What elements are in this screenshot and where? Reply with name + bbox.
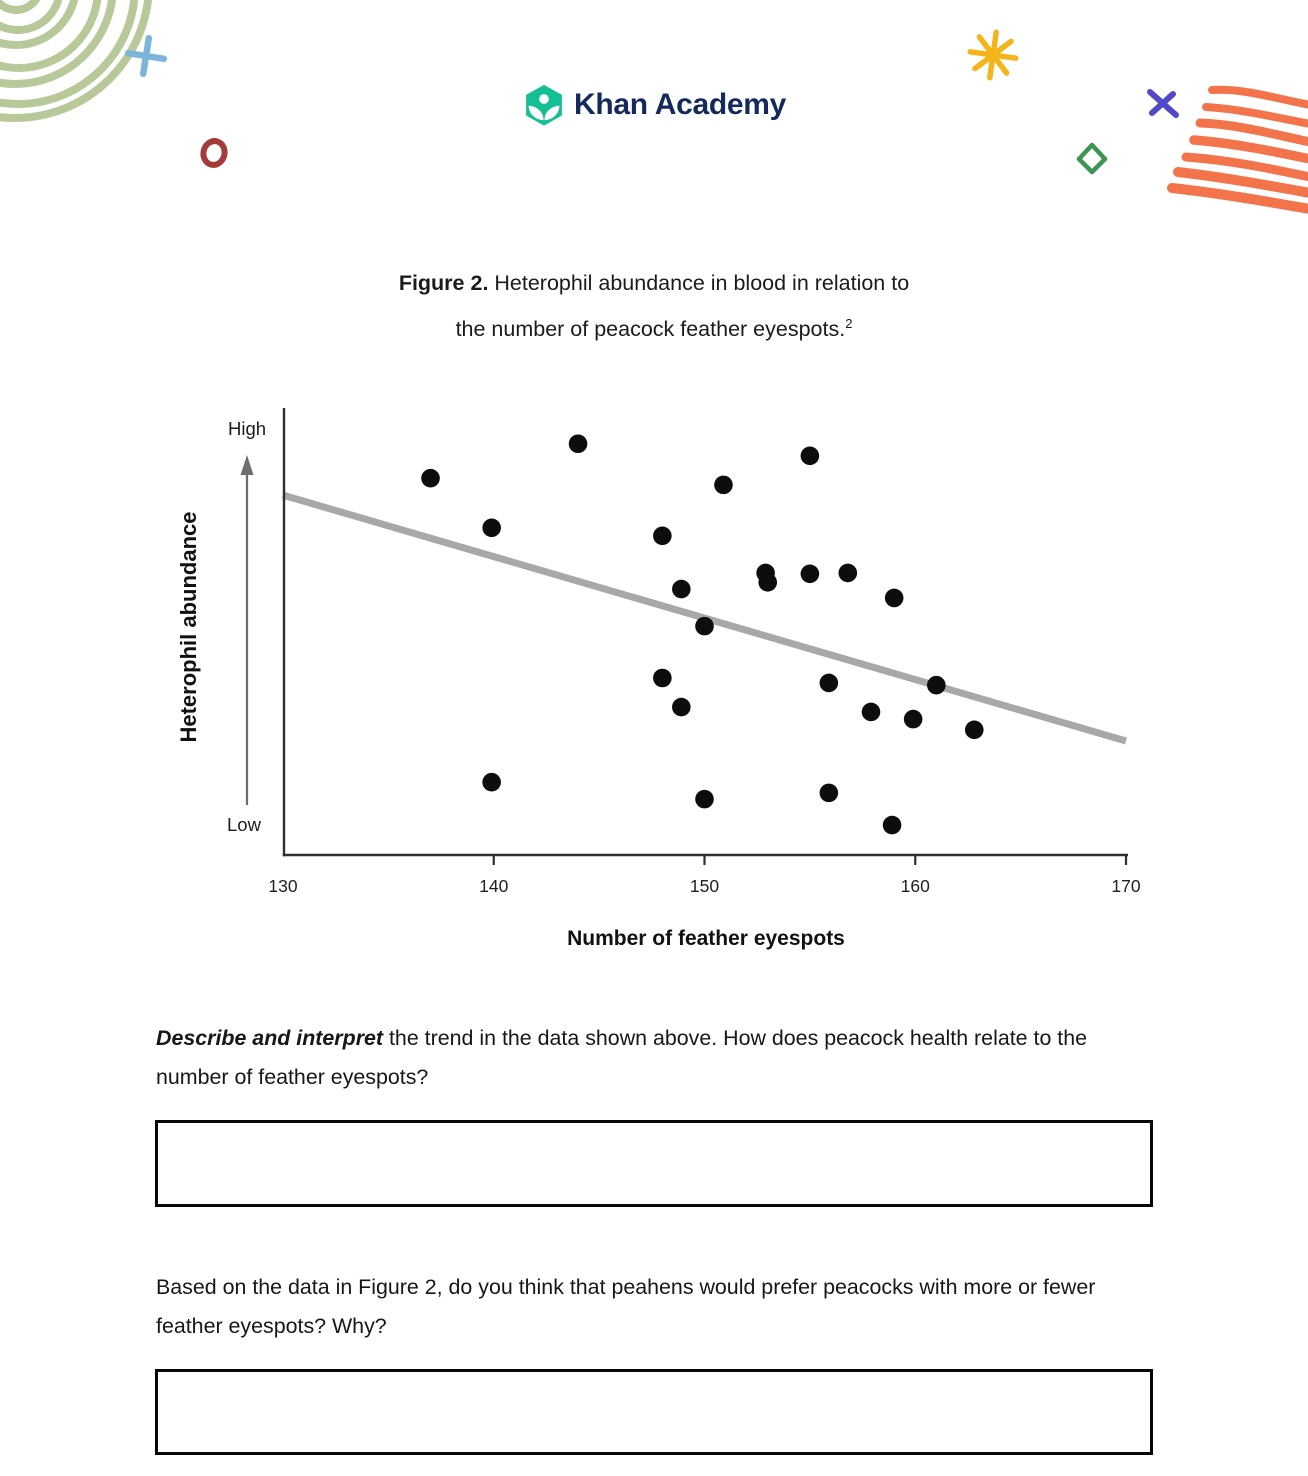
question-2-text: Based on the data in Figure 2, do you th… [156,1275,1096,1338]
svg-text:High: High [228,418,266,439]
svg-text:150: 150 [690,876,719,896]
question-2: Based on the data in Figure 2, do you th… [156,1268,1156,1346]
diamond-icon [1076,142,1108,175]
question-1: Describe and interpret the trend in the … [156,1019,1156,1097]
svg-text:130: 130 [268,876,297,896]
figure-caption: Figure 2. Heterophil abundance in blood … [0,264,1308,349]
svg-text:Number of feather eyespots: Number of feather eyespots [567,927,845,950]
question-1-lead: Describe and interpret [156,1026,384,1050]
figure-caption-text-2: the number of peacock feather eyespots. [455,316,846,341]
figure-caption-footnote-marker: 2 [845,315,853,331]
figure-caption-line-1: Figure 2. Heterophil abundance in blood … [0,264,1308,304]
svg-text:Low: Low [227,814,262,835]
brand-header: Khan Academy [0,80,1308,130]
brand-wordmark: Khan Academy [573,88,787,121]
figure-caption-text: Heterophil abundance in blood in relatio… [488,271,910,295]
svg-text:160: 160 [901,876,930,896]
logo-hexagon [526,84,562,126]
question-1-text: the trend in the data shown above. How d… [156,1026,1088,1089]
svg-text:140: 140 [479,876,508,896]
ring-icon [200,138,228,168]
svg-text:Heterophil abundance: Heterophil abundance [176,511,201,742]
asterisk-icon [967,29,1019,81]
scatter-plot: 130 140 150 160 170 High Low Heterophil abundan… [176,408,1141,950]
answer-box-2[interactable] [155,1369,1153,1455]
answer-box-1[interactable] [155,1120,1153,1207]
khan-academy-logo-icon [526,84,562,126]
plus-icon [124,34,168,78]
figure-caption-label: Figure 2. [398,271,489,295]
figure-caption-line-2: the number of peacock feather eyespots.2 [0,304,1308,350]
svg-text:170: 170 [1111,876,1140,896]
